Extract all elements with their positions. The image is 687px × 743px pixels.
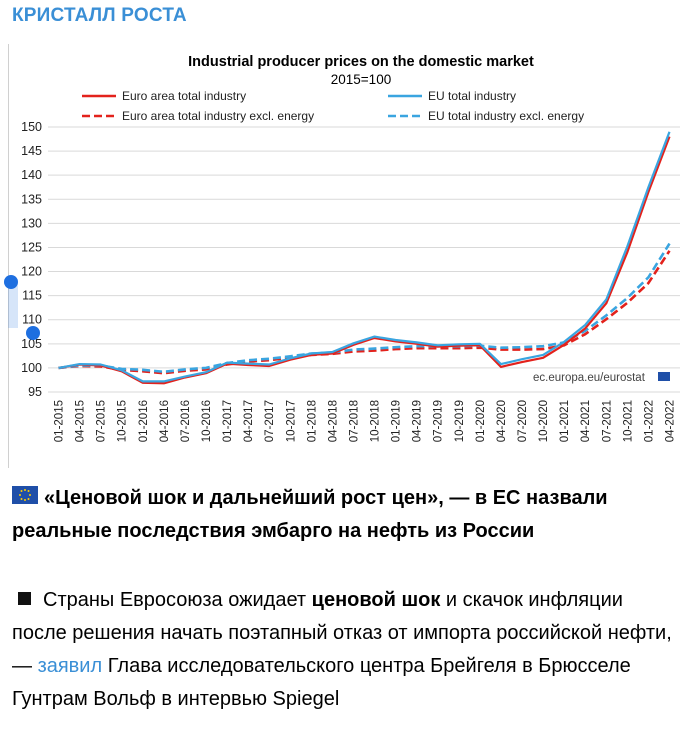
black-square-icon — [18, 592, 31, 606]
x-tick-label: 04-2018 — [327, 400, 339, 442]
source-label: ec.europa.eu/eurostat — [533, 372, 646, 384]
channel-name[interactable]: КРИСТАЛЛ РОСТА — [12, 5, 187, 26]
x-tick-label: 10-2018 — [370, 400, 382, 442]
y-tick-label: 145 — [21, 144, 42, 158]
eurostat-source: ec.europa.eu/eurostat — [533, 372, 670, 384]
x-tick-label: 01-2016 — [138, 400, 150, 442]
x-tick-label: 07-2016 — [180, 400, 192, 442]
x-tick-label: 10-2020 — [538, 400, 550, 442]
x-tick-label: 07-2015 — [96, 400, 108, 442]
x-tick-label: 07-2020 — [517, 400, 529, 442]
series-line-0 — [58, 136, 671, 385]
x-tick-label: 01-2020 — [475, 400, 487, 442]
y-tick-label: 115 — [22, 289, 42, 303]
x-tick-label: 01-2022 — [643, 400, 655, 442]
x-tick-label: 10-2021 — [622, 400, 634, 442]
post-body-link[interactable]: заявил — [37, 655, 103, 677]
x-tick-label: 04-2015 — [75, 400, 87, 442]
chart-svg: Industrial producer prices on the domest… — [21, 54, 680, 442]
x-tick-label: 01-2021 — [559, 400, 571, 442]
legend-label-2: Euro area total industry excl. energy — [122, 109, 314, 123]
x-tick-label: 01-2015 — [54, 400, 66, 442]
x-tick-label: 10-2015 — [117, 400, 129, 442]
chart-title: Industrial producer prices on the domest… — [188, 54, 534, 70]
y-tick-label: 110 — [22, 313, 42, 327]
y-tick-label: 125 — [21, 240, 42, 254]
y-axis: 95 100 105 110 115 120 125 130 135 140 145 150 — [21, 120, 42, 399]
post-body-bold: ценовой шок — [311, 589, 441, 611]
x-tick-label: 07-2018 — [348, 400, 360, 442]
legend-label-3: EU total industry excl. energy — [428, 109, 584, 123]
media-left-border — [8, 44, 9, 468]
x-tick-label: 07-2021 — [601, 400, 613, 442]
x-axis: 01-2015 04-2015 07-2015 10-2015 01-2016 04-20… — [54, 400, 677, 442]
x-tick-label: 04-2017 — [243, 400, 255, 442]
legend-label-0: Euro area total industry — [122, 89, 246, 103]
chart-subtitle: 2015=100 — [331, 72, 391, 87]
series-line-1 — [58, 131, 671, 383]
legend-label-1: EU total industry — [428, 89, 516, 103]
post-body-part1: Страны Евросоюза ожидает — [43, 589, 312, 611]
selection-band — [8, 284, 18, 328]
y-tick-label: 100 — [21, 361, 42, 375]
chart-legend: Euro area total industry EU total industr… — [82, 89, 584, 123]
y-tick-label: 130 — [21, 216, 42, 230]
y-tick-label: 150 — [21, 120, 42, 134]
selection-handle-bottom[interactable] — [26, 326, 40, 340]
chart-series — [58, 131, 671, 385]
y-tick-label: 140 — [21, 168, 42, 182]
chart-grid — [48, 126, 680, 393]
x-tick-label: 01-2018 — [306, 400, 318, 442]
post-body-part3: Глава исследовательского центра Брейгеля… — [12, 655, 631, 710]
x-tick-label: 01-2017 — [222, 400, 234, 442]
post-body: Страны Евросоюза ожидает ценовой шок и с… — [12, 584, 677, 716]
post-title: «Ценовой шок и дальнейший рост цен», — в… — [12, 482, 677, 548]
y-tick-label: 105 — [21, 337, 42, 351]
x-tick-label: 04-2021 — [580, 400, 592, 442]
y-tick-label: 135 — [21, 192, 42, 206]
x-tick-label: 04-2016 — [159, 400, 171, 442]
selection-handle-top[interactable] — [4, 275, 18, 289]
y-tick-label: 120 — [21, 265, 42, 279]
x-tick-label: 07-2019 — [433, 400, 445, 442]
eu-flag-icon — [12, 482, 38, 515]
chart-image: Industrial producer prices on the domest… — [8, 44, 687, 468]
x-tick-label: 01-2019 — [391, 400, 403, 442]
x-tick-label: 10-2017 — [285, 400, 297, 442]
x-tick-label: 10-2019 — [454, 400, 466, 442]
eu-flag-small-icon — [658, 372, 670, 381]
series-line-3 — [58, 242, 671, 374]
x-tick-label: 04-2019 — [412, 400, 424, 442]
post-body-part2: и скачок инфляции после решения начать п… — [12, 589, 672, 677]
y-tick-label: 95 — [28, 385, 42, 399]
post-title-text: «Ценовой шок и дальнейший рост цен», — в… — [12, 487, 608, 543]
series-line-2 — [58, 250, 671, 375]
x-tick-label: 10-2016 — [201, 400, 213, 442]
x-tick-label: 04-2020 — [496, 400, 508, 442]
x-tick-label: 04-2022 — [664, 400, 676, 442]
x-tick-label: 07-2017 — [264, 400, 276, 442]
